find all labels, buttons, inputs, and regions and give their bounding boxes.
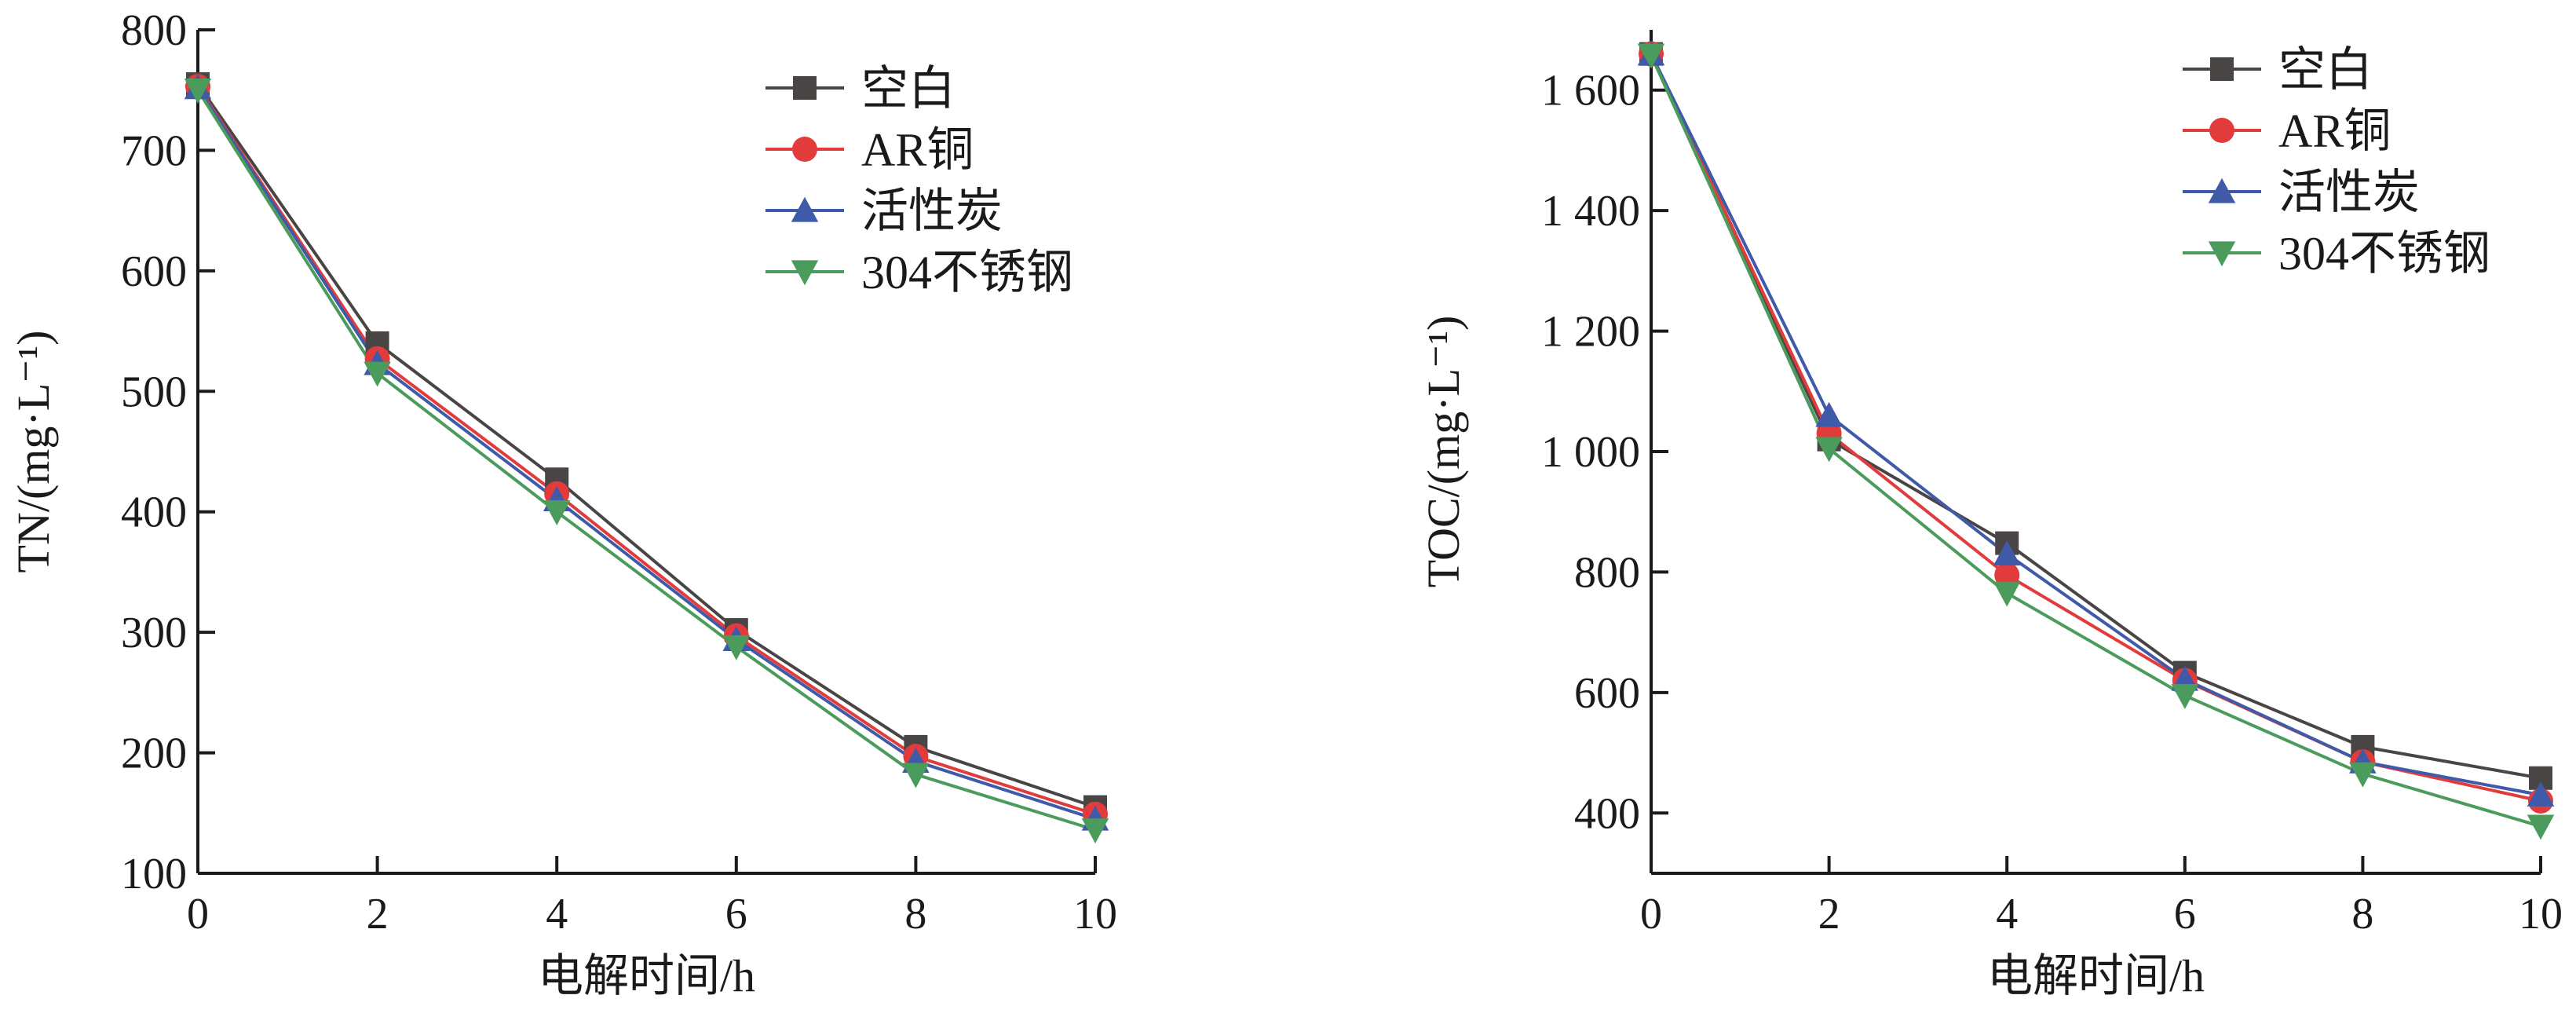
series-line: [196, 89, 1096, 832]
legend-label: AR铜: [2278, 105, 2391, 157]
legend-marker: [2209, 118, 2234, 143]
data-point: [2527, 781, 2555, 807]
data-point: [2527, 814, 2555, 840]
x-tick-label: 8: [2351, 890, 2373, 938]
legend-label: 空白: [861, 63, 955, 115]
legend-label: 活性炭: [2278, 166, 2420, 218]
data-point: [184, 79, 212, 104]
data-point: [2349, 762, 2377, 788]
data-point: [1993, 581, 2021, 607]
series-line: [1650, 54, 2541, 829]
legend-label: 304不锈钢: [2278, 228, 2490, 280]
y-tick-label: 400: [121, 488, 187, 537]
y-axis-title: TN/(mg·L⁻¹): [8, 331, 59, 573]
legend-marker: [792, 137, 817, 162]
y-tick-label: 1 200: [1541, 308, 1640, 357]
series-line: [1650, 53, 2541, 780]
legend-marker: [2208, 241, 2236, 267]
data-point: [543, 500, 571, 525]
legend-label: AR铜: [861, 124, 974, 176]
data-point: [1815, 437, 1843, 463]
series-line: [196, 82, 1096, 809]
y-tick-label: 800: [1574, 548, 1640, 597]
x-tick-label: 8: [904, 890, 926, 938]
data-point: [1637, 43, 1665, 69]
y-tick-label: 1 600: [1541, 67, 1640, 115]
x-tick-label: 2: [1818, 890, 1840, 938]
series-line: [196, 86, 1096, 816]
x-tick-label: 10: [1073, 890, 1117, 938]
x-axis-title: 电解时间/h: [538, 950, 755, 1001]
legend-label: 空白: [2278, 44, 2373, 96]
legend-label: 活性炭: [861, 185, 1003, 237]
y-tick-label: 1 400: [1541, 187, 1640, 236]
x-tick-label: 4: [1996, 890, 2018, 938]
x-tick-label: 4: [546, 890, 568, 938]
toc-chart: 400 600 800 1 000 1 200 1 400 1 600 0 2 4 6 8 10 电解时间…: [1418, 30, 2563, 1001]
y-tick-label: 400: [1574, 789, 1640, 838]
y-tick-label: 800: [121, 6, 187, 55]
x-axis-title: 电解时间/h: [1987, 950, 2205, 1001]
y-tick-label: 100: [121, 850, 187, 898]
legend-marker: [2210, 57, 2234, 81]
y-tick-label: 1 000: [1541, 428, 1640, 477]
data-point: [1815, 401, 1843, 427]
data-point: [1994, 562, 2020, 588]
y-tick-label: 600: [121, 247, 187, 296]
legend-label: 304不锈钢: [861, 247, 1073, 298]
data-point: [2171, 684, 2199, 709]
data-point: [722, 635, 751, 660]
y-tick-label: 300: [121, 609, 187, 657]
y-tick-label: 200: [121, 730, 187, 778]
tn-chart: 100 200 300 400 500 600 700 800 0 2 4 6 8 10 电解时间/h TN/…: [8, 6, 1117, 1001]
data-point: [902, 763, 930, 788]
legend-marker: [2208, 177, 2236, 203]
legend-marker: [793, 76, 817, 100]
data-point: [1993, 540, 2021, 566]
x-tick-label: 0: [187, 890, 209, 938]
x-tick-label: 10: [2519, 890, 2563, 938]
series-line: [1650, 53, 2541, 797]
series-line: [196, 86, 1096, 821]
x-tick-label: 2: [367, 890, 389, 938]
legend-marker: [791, 196, 819, 222]
x-tick-label: 6: [2174, 890, 2196, 938]
x-tick-label: 0: [1640, 890, 1662, 938]
y-tick-label: 500: [121, 368, 187, 416]
y-axis-title: TOC/(mg·L⁻¹): [1418, 316, 1469, 588]
data-point: [1081, 818, 1109, 844]
x-tick-label: 6: [725, 890, 747, 938]
data-point: [364, 361, 391, 387]
y-tick-label: 700: [121, 126, 187, 175]
legend-marker: [791, 260, 819, 286]
y-tick-label: 600: [1574, 669, 1640, 718]
